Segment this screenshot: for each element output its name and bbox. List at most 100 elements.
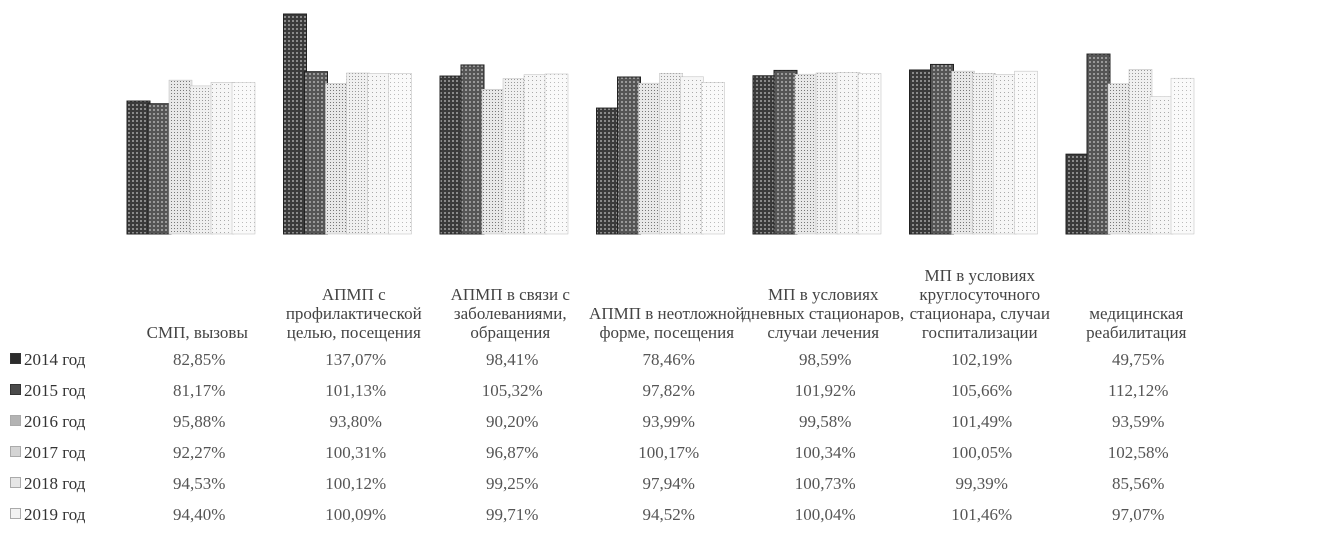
bar-5-7	[1149, 96, 1174, 235]
data-label: 99,58%	[799, 412, 852, 431]
data-label: 93,80%	[329, 412, 382, 431]
bar-2-5	[773, 69, 798, 235]
data-label: 82,85%	[173, 350, 226, 369]
bar-4-7	[1128, 69, 1153, 235]
legend-item: 2017 год	[10, 443, 85, 463]
data-label: 93,99%	[642, 412, 695, 431]
data-label: 85,56%	[1112, 474, 1165, 493]
data-label: 97,82%	[642, 381, 695, 400]
data-label: 92,27%	[173, 443, 226, 462]
bar-3-6	[951, 70, 975, 235]
bar-1-2	[283, 13, 307, 235]
data-label: 98,41%	[486, 350, 539, 369]
bar-2-2	[304, 71, 328, 235]
bar-6-6	[1014, 70, 1038, 235]
bar-6-5	[857, 73, 882, 235]
legend-swatch	[10, 384, 21, 395]
data-label: 99,39%	[955, 474, 1008, 493]
legend-label: 2014 год	[24, 350, 86, 369]
data-label: 90,20%	[486, 412, 539, 431]
bar-1-4	[596, 107, 620, 235]
bar-2-3	[460, 64, 485, 235]
data-label: 112,12%	[1108, 381, 1169, 400]
bar-4-6	[972, 73, 996, 235]
bar-2-1	[147, 103, 172, 235]
data-label: 101,92%	[794, 381, 856, 400]
legend-swatch	[10, 477, 21, 488]
bar-5-2	[367, 73, 391, 235]
data-label: 94,52%	[642, 505, 695, 524]
data-label: 100,09%	[325, 505, 387, 524]
data-label: 100,05%	[951, 443, 1013, 462]
bar-3-5	[794, 73, 819, 235]
data-label: 100,04%	[794, 505, 856, 524]
bar-1-1	[126, 100, 151, 235]
bar-1-7	[1065, 153, 1090, 235]
legend-label: 2019 год	[24, 505, 86, 524]
legend-swatch	[10, 508, 21, 519]
legend-item: 2016 год	[10, 412, 85, 432]
category-label: МП в условиях круглосуточного стационара…	[909, 266, 1050, 342]
data-label: 96,87%	[486, 443, 539, 462]
data-label: 97,07%	[1112, 505, 1165, 524]
bar-5-6	[993, 74, 1017, 235]
data-label: 101,46%	[951, 505, 1013, 524]
category-label: АПМП в связи с заболеваниями, обращения	[450, 285, 570, 342]
bar-5-5	[836, 72, 861, 235]
data-label: 137,07%	[325, 350, 387, 369]
legend-item: 2019 год	[10, 505, 85, 525]
data-label: 94,40%	[173, 505, 226, 524]
category-label: АПМП с профилактической целью, посещения	[285, 285, 422, 342]
data-label: 101,13%	[325, 381, 387, 400]
data-label: 95,88%	[173, 412, 226, 431]
legend-swatch	[10, 353, 21, 364]
legend-item: 2014 год	[10, 350, 85, 370]
legend-swatch	[10, 415, 21, 426]
data-label: 100,12%	[325, 474, 387, 493]
data-label: 81,17%	[173, 381, 226, 400]
data-label: 93,59%	[1112, 412, 1165, 431]
bar-4-4	[659, 72, 683, 235]
bar-4-5	[815, 72, 840, 235]
bar-2-6	[930, 63, 954, 235]
bar-3-7	[1107, 83, 1132, 235]
data-label: 102,19%	[951, 350, 1013, 369]
category-label: МП в условиях дневных стационаров, случа…	[742, 285, 905, 342]
bar-5-4	[680, 76, 704, 235]
legend-label: 2016 год	[24, 412, 86, 431]
legend-item: 2018 год	[10, 474, 85, 494]
bar-5-3	[523, 74, 548, 235]
bar-1-5	[752, 75, 777, 235]
bar-1-3	[439, 75, 464, 235]
bar-3-1	[168, 79, 193, 235]
category-label: АПМП в неотложной форме, посещения	[589, 304, 745, 342]
data-label: 78,46%	[642, 350, 695, 369]
data-label: 98,59%	[799, 350, 852, 369]
bar-6-1	[231, 82, 256, 235]
bar-2-7	[1086, 53, 1111, 235]
data-label: 100,31%	[325, 443, 387, 462]
bar-4-1	[189, 85, 214, 235]
legend-label: 2018 год	[24, 474, 86, 493]
data-label: 99,71%	[486, 505, 539, 524]
legend-swatch	[10, 446, 21, 457]
bar-3-3	[481, 88, 506, 235]
data-label: 49,75%	[1112, 350, 1165, 369]
bar-1-6	[909, 69, 933, 235]
bar-6-4	[701, 82, 725, 235]
data-label: 100,34%	[794, 443, 856, 462]
legend-label: 2015 год	[24, 381, 86, 400]
data-label: 97,94%	[642, 474, 695, 493]
data-label: 105,66%	[951, 381, 1013, 400]
data-label: 105,32%	[481, 381, 543, 400]
bar-6-2	[388, 73, 412, 235]
data-label: 99,25%	[486, 474, 539, 493]
bar-3-2	[325, 83, 349, 235]
bars-group	[126, 13, 1195, 235]
bar-6-3	[544, 73, 569, 235]
data-label: 100,17%	[638, 443, 700, 462]
bar-4-3	[502, 78, 527, 235]
category-label: СМП, вызовы	[146, 323, 248, 342]
data-label: 102,58%	[1107, 443, 1169, 462]
